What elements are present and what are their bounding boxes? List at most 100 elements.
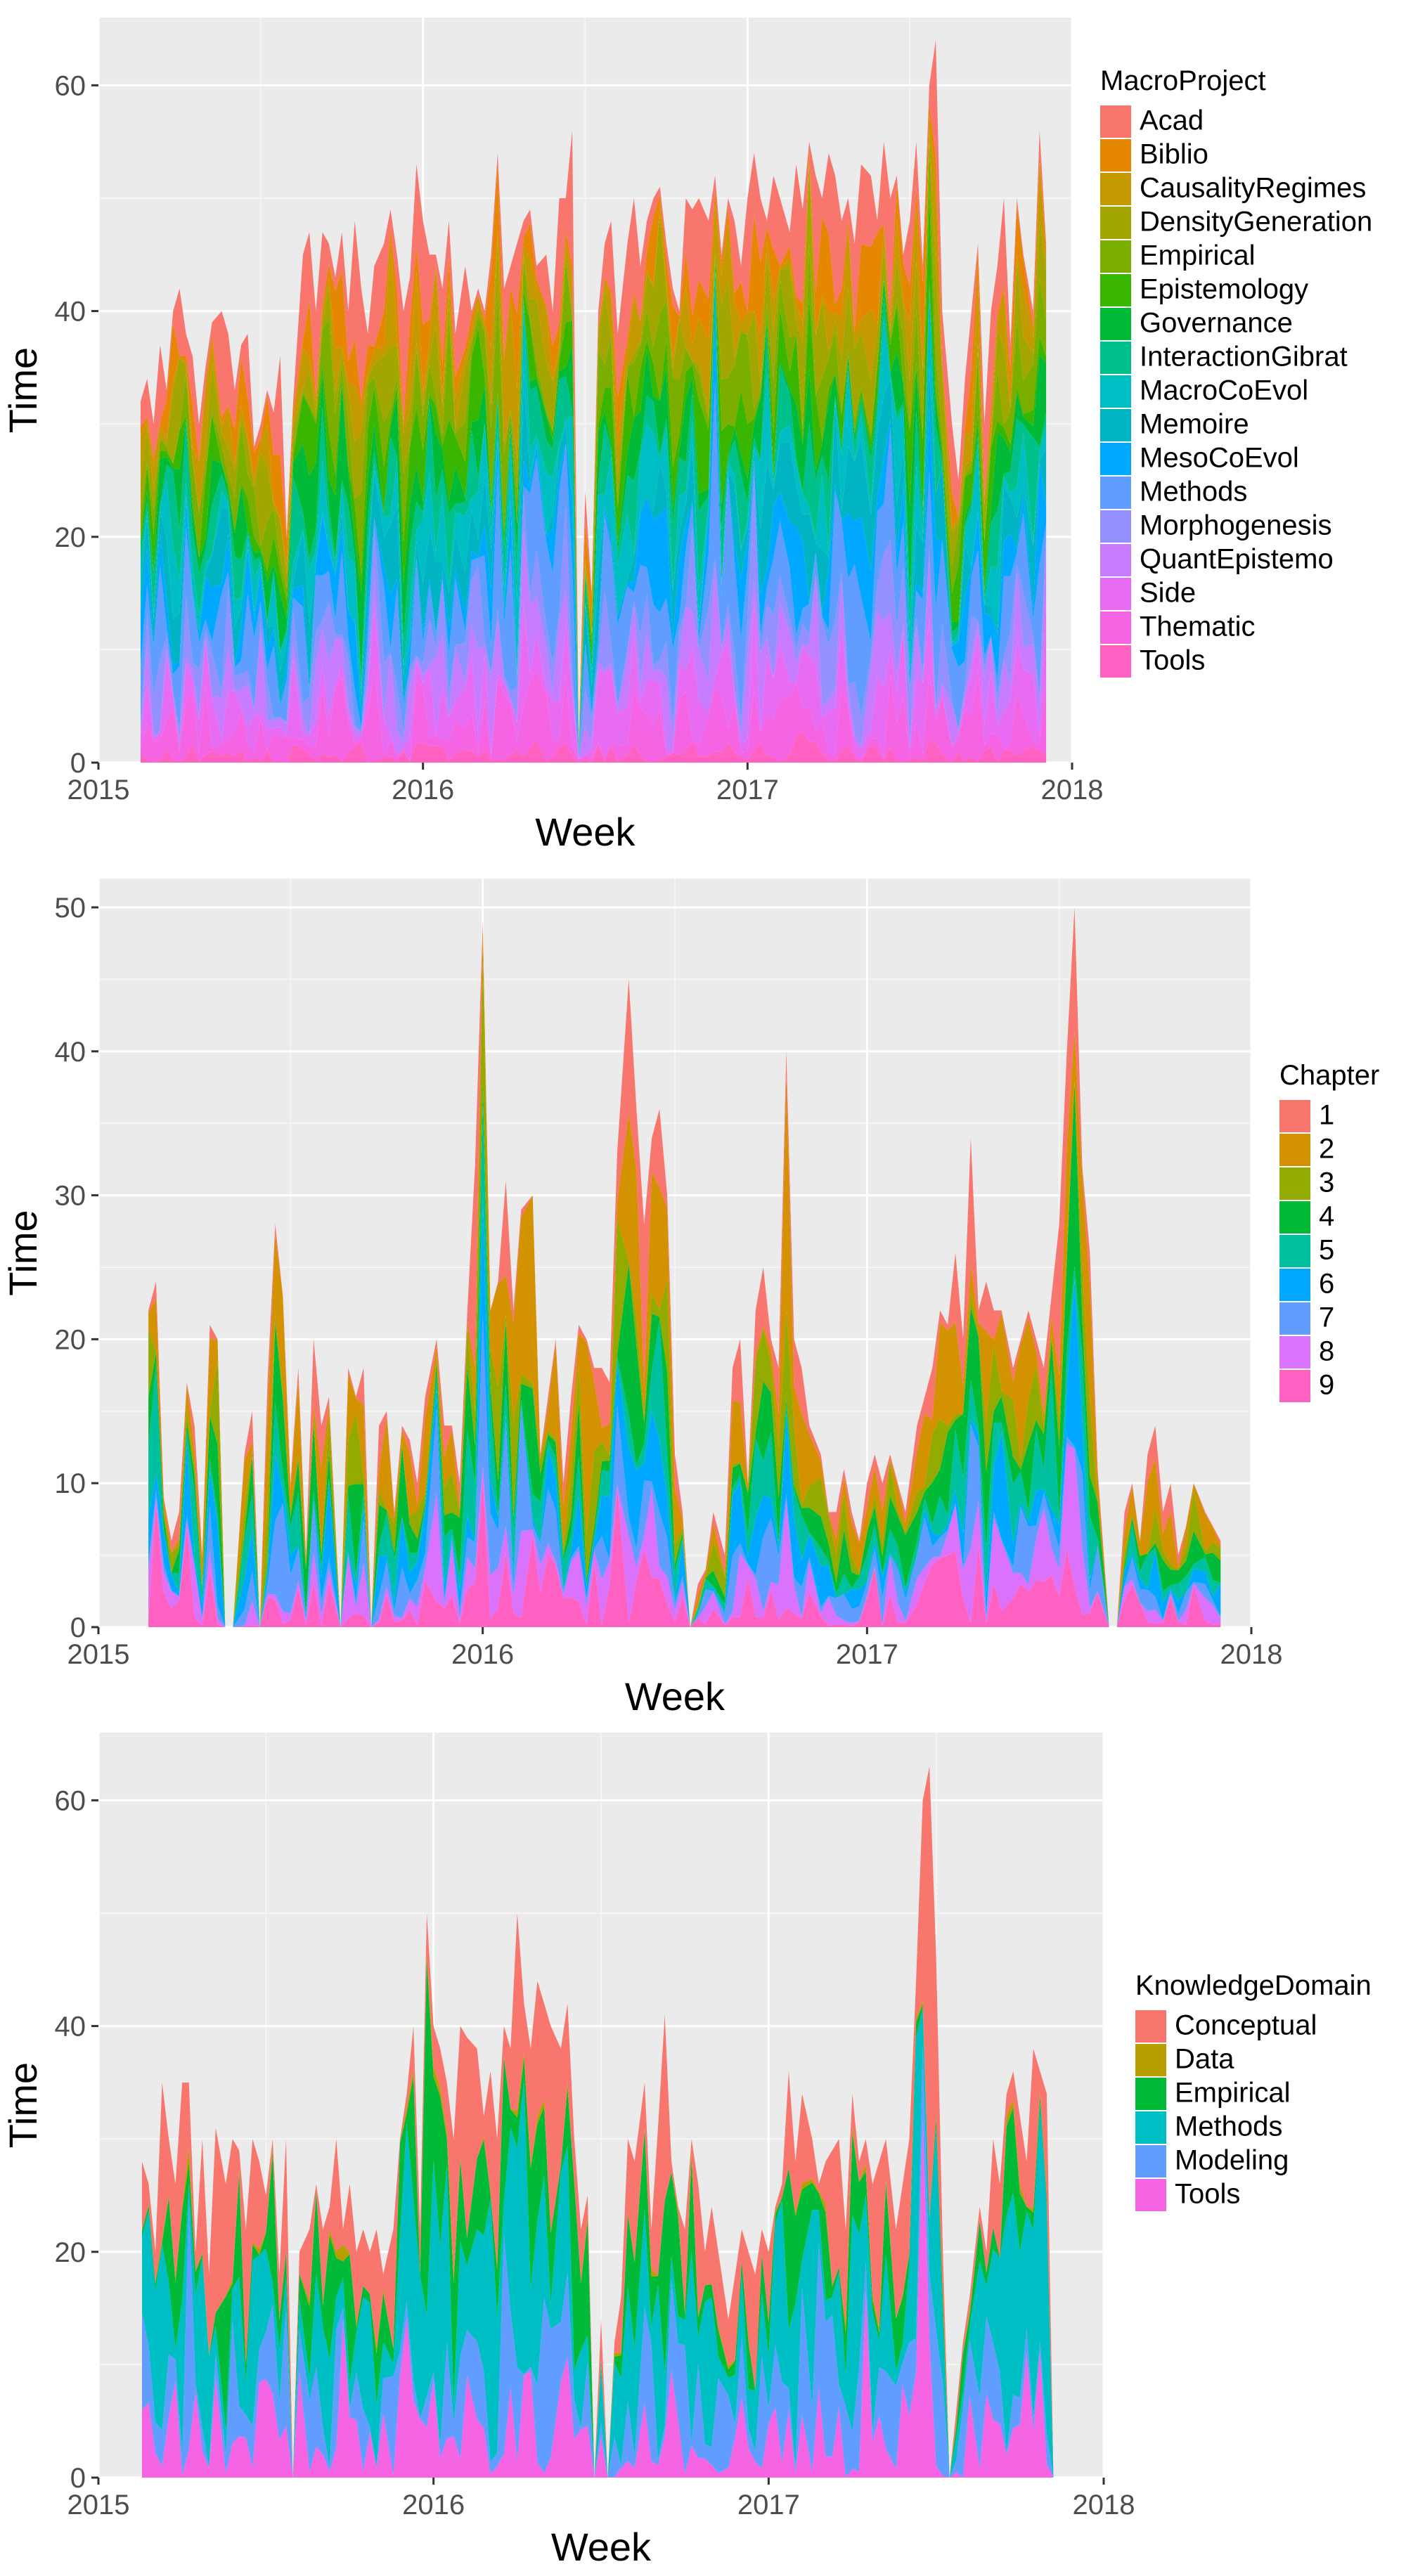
- area-layers: [141, 40, 1047, 763]
- legend-label: 1: [1319, 1100, 1334, 1131]
- legend-label: Empirical: [1175, 2078, 1290, 2109]
- area-series-Tools: [141, 730, 1047, 763]
- area-series-MacroCoEvol: [141, 271, 1047, 750]
- axes: 2015 2016 2017 2018 0 20 40 60 Week Time: [1, 1785, 1135, 2569]
- x-tick-label: 2016: [392, 775, 454, 805]
- legend-key-Biblio: [1100, 139, 1131, 171]
- y-tick-label: 60: [55, 1785, 86, 1816]
- legend-label: Methods: [1175, 2111, 1282, 2142]
- legend-key-Acad: [1100, 105, 1131, 138]
- area-series-Methods: [141, 379, 1047, 756]
- x-tick-label: 2015: [67, 775, 130, 805]
- legend-label: 2: [1319, 1134, 1334, 1165]
- legend-key-InteractionGibrat: [1100, 342, 1131, 374]
- y-tick-label: 30: [55, 1181, 86, 1212]
- x-tick-label: 2016: [402, 2490, 465, 2520]
- legend-key-2: [1279, 1134, 1310, 1166]
- x-axis-title: Week: [535, 810, 636, 854]
- legend-label: Data: [1175, 2044, 1234, 2075]
- x-tick-label: 2017: [716, 775, 779, 805]
- x-tick-label: 2015: [67, 1639, 130, 1670]
- area-series-Thematic: [141, 670, 1047, 763]
- legend-key-Data: [1135, 2044, 1166, 2076]
- area-layers: [142, 1766, 1077, 2478]
- legend-label: InteractionGibrat: [1140, 342, 1348, 373]
- area-series-MesoCoEvol: [141, 328, 1047, 756]
- area-series-Conceptual: [142, 1766, 1077, 2478]
- legend-label: Thematic: [1140, 611, 1256, 642]
- chart-panel-3: 2015 2016 2017 2018 0 20 40 60 Week Time Knowledge…: [1, 1733, 1372, 2569]
- x-tick-label: 2018: [1220, 1639, 1283, 1670]
- y-tick-label: 40: [55, 297, 86, 328]
- y-tick-label: 20: [55, 2237, 86, 2268]
- x-tick-label: 2018: [1041, 775, 1104, 805]
- legend-key-Thematic: [1100, 611, 1131, 644]
- legend-label: CausalityRegimes: [1140, 173, 1366, 204]
- legend-key-7: [1279, 1302, 1310, 1335]
- area-series-Empirical: [142, 1960, 1077, 2478]
- legend-key-Tools: [1100, 645, 1131, 678]
- y-tick-label: 0: [70, 1612, 86, 1643]
- legend-key-3: [1279, 1167, 1310, 1200]
- legend-key-Morphogenesis: [1100, 510, 1131, 543]
- area-series-Biblio: [141, 103, 1047, 746]
- legend-label: Empirical: [1140, 240, 1255, 271]
- legend-label: Methods: [1140, 477, 1247, 507]
- legend-key-MesoCoEvol: [1100, 443, 1131, 475]
- legend-key-Methods: [1100, 477, 1131, 509]
- legend-key-Conceptual: [1135, 2010, 1166, 2043]
- legend: MacroProject AcadBiblioCausalityRegimesDe…: [1100, 65, 1372, 678]
- legend-title: KnowledgeDomain: [1135, 1970, 1372, 2001]
- axes: 2015 2016 2017 2018 0 20 40 60 Week Time: [1, 70, 1103, 854]
- legend-label: Biblio: [1140, 139, 1208, 170]
- legend-label: Acad: [1140, 105, 1204, 136]
- legend-label: Conceptual: [1175, 2010, 1317, 2041]
- legend-label: MacroCoEvol: [1140, 375, 1308, 406]
- area-series-Modeling: [142, 2046, 1077, 2478]
- legend-key-5: [1279, 1235, 1310, 1267]
- legend-key-9: [1279, 1370, 1310, 1402]
- area-series-Tools: [142, 2119, 1077, 2478]
- legend-key-1: [1279, 1100, 1310, 1132]
- legend-label: 5: [1319, 1235, 1334, 1266]
- legend-label: Modeling: [1175, 2145, 1289, 2176]
- x-axis-title: Week: [551, 2525, 652, 2569]
- legend-title: MacroProject: [1100, 65, 1266, 96]
- y-tick-label: 0: [70, 2463, 86, 2494]
- y-tick-label: 50: [55, 893, 86, 924]
- area-series-Memoire: [141, 273, 1047, 753]
- legend-label: 8: [1319, 1336, 1334, 1367]
- legend-key-Empirical: [1135, 2078, 1166, 2110]
- y-tick-label: 40: [55, 1037, 86, 1068]
- x-axis-title: Week: [625, 1674, 725, 1719]
- area-series-6: [148, 1199, 1221, 1627]
- legend-key-6: [1279, 1269, 1310, 1301]
- legend-label: QuantEpistemo: [1140, 544, 1334, 575]
- legend-key-Empirical: [1100, 240, 1131, 273]
- x-tick-label: 2017: [737, 2490, 800, 2520]
- legend-key-MacroCoEvol: [1100, 375, 1131, 408]
- legend-key-Side: [1100, 578, 1131, 610]
- legend-key-8: [1279, 1336, 1310, 1368]
- legend-label: 7: [1319, 1302, 1334, 1333]
- axes: 2015 2016 2017 2018 0 10 20 30 40 50 Week Time: [1, 893, 1282, 1719]
- y-tick-label: 40: [55, 2012, 86, 2043]
- legend-key-QuantEpistemo: [1100, 544, 1131, 576]
- legend-label: DensityGeneration: [1140, 207, 1372, 238]
- y-tick-label: 20: [55, 522, 86, 553]
- legend-key-CausalityRegimes: [1100, 173, 1131, 205]
- legend-label: MesoCoEvol: [1140, 443, 1299, 474]
- x-tick-label: 2017: [836, 1639, 898, 1670]
- area-series-Acad: [141, 40, 1047, 744]
- legend: KnowledgeDomain ConceptualDataEmpiricalMe…: [1135, 1970, 1372, 2211]
- legend-label: Governance: [1140, 308, 1293, 339]
- y-tick-label: 20: [55, 1324, 86, 1355]
- legend-key-Tools: [1135, 2179, 1166, 2211]
- legend-label: 4: [1319, 1201, 1334, 1232]
- legend-key-Governance: [1100, 308, 1131, 340]
- area-series-QuantEpistemo: [141, 531, 1047, 759]
- y-tick-label: 0: [70, 748, 86, 779]
- y-tick-label: 10: [55, 1468, 86, 1499]
